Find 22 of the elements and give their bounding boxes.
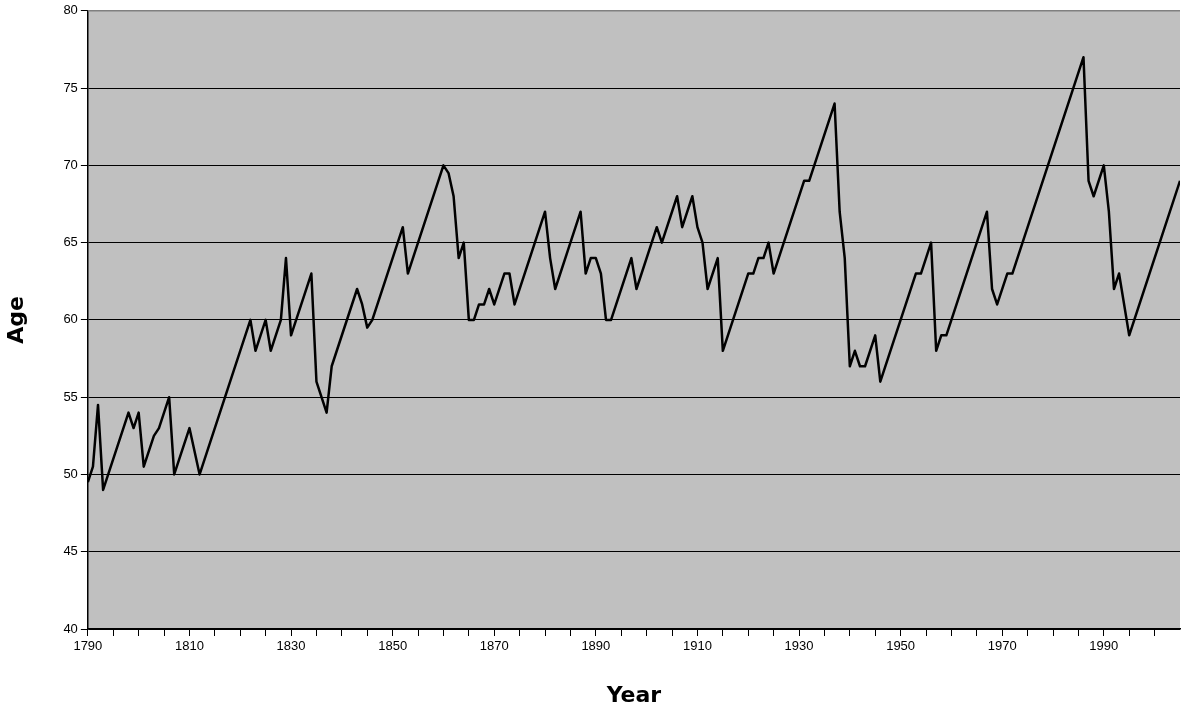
x-tick-label: 1790 [73,638,103,654]
y-tick-label: 65 [63,234,78,250]
x-tick-label: 1930 [784,638,814,654]
y-tick-label: 60 [63,311,78,327]
x-tick-label: 1810 [174,638,204,654]
y-tick-label: 80 [63,2,78,18]
x-tick-label: 1850 [378,638,408,654]
y-tick-label: 70 [63,156,78,172]
y-tick-label: 45 [63,543,78,559]
y-tick-label: 55 [63,388,78,404]
y-tick-label: 40 [63,620,78,636]
x-tick-label: 1910 [682,638,712,654]
y-axis-title: Age [2,296,28,344]
x-tick-label: 1950 [886,638,916,654]
x-tick-label: 1830 [276,638,306,654]
x-tick-label: 1870 [479,638,509,654]
x-tick-label: 1890 [581,638,611,654]
x-axis-title: Year [605,681,662,707]
y-tick-label: 75 [63,79,78,95]
x-tick-label: 1990 [1089,638,1119,654]
y-tick-label: 50 [63,466,78,482]
x-tick-label: 1970 [987,638,1017,654]
